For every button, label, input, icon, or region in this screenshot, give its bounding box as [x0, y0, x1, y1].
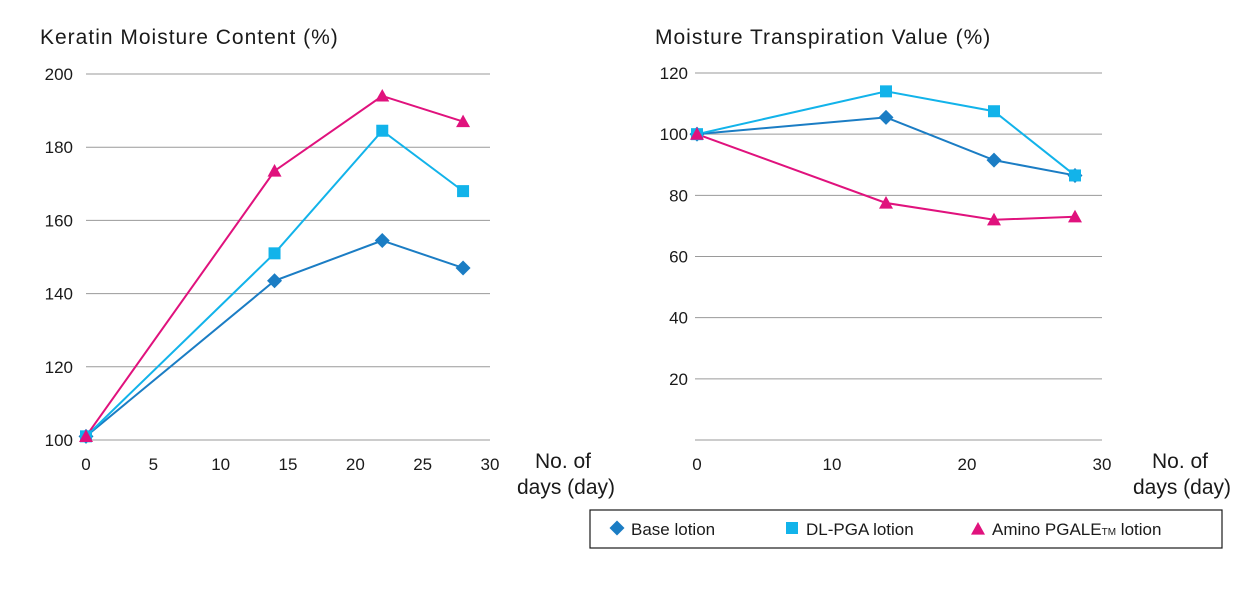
keratin-point-dlpga — [457, 185, 470, 198]
transpiration-x-axis-title-line2: days (day) — [1133, 476, 1231, 499]
legend-triangle-marker — [971, 522, 985, 535]
transpiration-y-ticks: 20 40 60 80 100 120 — [660, 64, 688, 389]
keratin-y-tick-label: 160 — [45, 211, 73, 230]
keratin-point-amino — [267, 163, 282, 177]
transpiration-x-ticks: 0 10 20 30 — [692, 455, 1111, 474]
transpiration-x-tick-label: 10 — [823, 455, 842, 474]
transpiration-series-line-dlpga — [696, 90, 1076, 177]
transpiration-series — [689, 85, 1083, 226]
keratin-point-amino — [375, 88, 390, 102]
keratin-x-ticks: 0 5 10 15 20 25 30 — [81, 455, 499, 474]
keratin-chart-title: Keratin Moisture Content (%) — [40, 26, 339, 49]
legend-item-amino: Amino PGALETM lotion — [971, 520, 1161, 539]
transpiration-point-dlpga — [1069, 169, 1081, 182]
transpiration-point-amino — [1068, 209, 1082, 223]
legend-label-amino-main: Amino PGALE — [992, 520, 1102, 539]
keratin-point-base — [374, 233, 390, 249]
keratin-x-tick-label: 0 — [81, 455, 90, 474]
legend: Base lotion DL-PGA lotion Amino PGALETM … — [589, 509, 1223, 549]
transpiration-y-tick-label: 60 — [669, 248, 688, 267]
transpiration-point-base — [986, 152, 1002, 168]
transpiration-x-tick-label: 30 — [1093, 455, 1112, 474]
keratin-point-dlpga — [376, 124, 389, 137]
transpiration-point-base — [878, 109, 894, 125]
keratin-series-line-base — [85, 239, 464, 438]
keratin-y-tick-label: 180 — [45, 138, 73, 157]
keratin-x-tick-label: 15 — [279, 455, 298, 474]
legend-label-amino-tail: lotion — [1116, 520, 1161, 539]
keratin-y-tick-label: 100 — [45, 431, 73, 450]
transpiration-x-axis-title-line1: No. of — [1152, 450, 1208, 473]
keratin-point-amino — [79, 429, 93, 442]
transpiration-series-line-amino — [696, 133, 1076, 221]
legend-item-base: Base lotion — [609, 520, 715, 539]
legend-label-dlpga: DL-PGA lotion — [806, 520, 914, 539]
keratin-x-tick-label: 20 — [346, 455, 365, 474]
keratin-gridlines — [86, 73, 490, 441]
transpiration-point-amino — [987, 212, 1001, 226]
keratin-x-tick-label: 25 — [413, 455, 432, 474]
keratin-point-base — [455, 260, 471, 276]
transpiration-gridlines — [695, 72, 1102, 441]
keratin-series-line-amino — [85, 94, 464, 437]
keratin-x-axis-title-line1: No. of — [535, 450, 591, 473]
legend-diamond-marker — [609, 520, 625, 536]
keratin-point-dlpga — [268, 247, 281, 260]
transpiration-y-tick-label: 100 — [660, 125, 688, 144]
keratin-point-amino — [456, 114, 471, 128]
transpiration-point-dlpga — [880, 85, 892, 98]
transpiration-series-line-base — [696, 116, 1076, 177]
transpiration-chart-title: Moisture Transpiration Value (%) — [655, 26, 991, 49]
keratin-series-line-dlpga — [85, 129, 464, 438]
transpiration-x-tick-label: 20 — [958, 455, 977, 474]
keratin-x-tick-label: 5 — [149, 455, 158, 474]
keratin-y-ticks: 100 120 140 160 180 200 — [45, 65, 73, 450]
legend-label-amino: Amino PGALETM lotion — [992, 520, 1161, 539]
keratin-chart: Keratin Moisture Content (%) 10012014016… — [40, 26, 615, 499]
transpiration-y-tick-label: 40 — [669, 309, 688, 328]
transpiration-point-amino — [690, 127, 704, 140]
keratin-y-tick-label: 140 — [45, 285, 73, 304]
transpiration-y-tick-label: 20 — [669, 370, 688, 389]
keratin-x-axis-title-line2: days (day) — [517, 476, 615, 499]
keratin-series — [78, 88, 471, 444]
keratin-y-tick-label: 200 — [45, 65, 73, 84]
legend-square-marker — [786, 522, 798, 534]
transpiration-y-tick-label: 120 — [660, 64, 688, 83]
legend-label-amino-tm: TM — [1102, 527, 1116, 538]
transpiration-point-amino — [879, 195, 893, 209]
legend-label-base: Base lotion — [631, 520, 715, 539]
legend-box — [589, 509, 1223, 549]
legend-item-dlpga: DL-PGA lotion — [786, 520, 914, 539]
transpiration-point-dlpga — [988, 105, 1000, 118]
keratin-point-base — [267, 273, 283, 289]
transpiration-x-tick-label: 0 — [692, 455, 701, 474]
keratin-x-tick-label: 30 — [481, 455, 500, 474]
transpiration-chart: Moisture Transpiration Value (%) 20 40 60 8… — [655, 26, 1231, 499]
keratin-y-tick-label: 120 — [45, 358, 73, 377]
transpiration-y-tick-label: 80 — [669, 186, 688, 205]
keratin-x-tick-label: 10 — [211, 455, 230, 474]
